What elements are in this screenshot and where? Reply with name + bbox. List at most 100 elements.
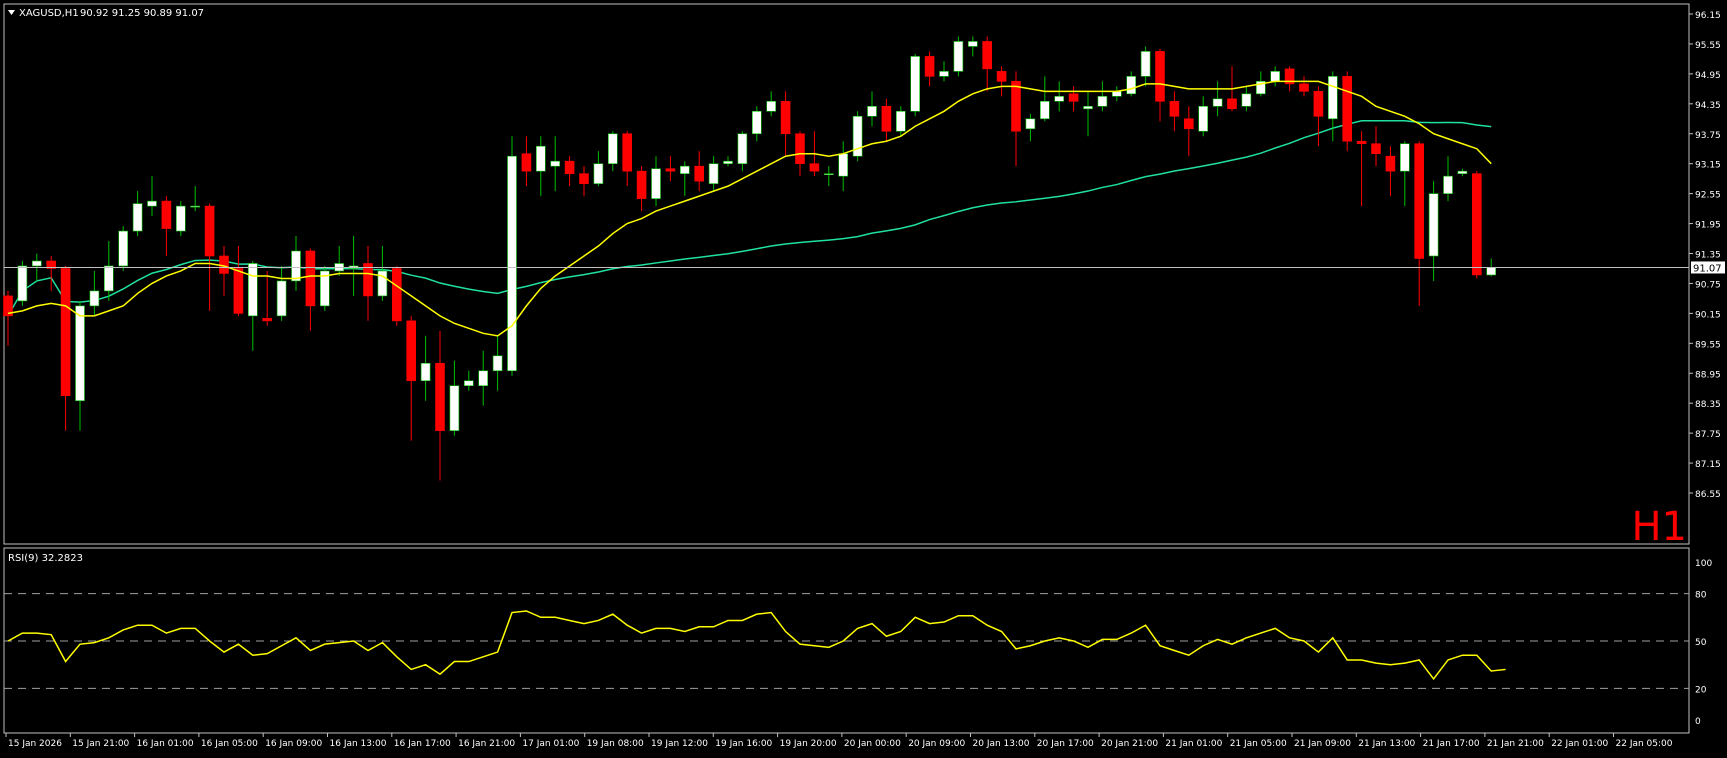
candle[interactable] xyxy=(579,166,589,197)
candle[interactable] xyxy=(161,196,172,256)
candle[interactable] xyxy=(305,248,316,331)
candle[interactable] xyxy=(319,265,330,311)
candle[interactable] xyxy=(564,156,575,187)
candle[interactable] xyxy=(651,156,661,207)
candle[interactable] xyxy=(1428,181,1439,281)
candle[interactable] xyxy=(1472,171,1482,279)
candle[interactable] xyxy=(881,98,892,142)
price-tick-label: 92.55 xyxy=(1695,191,1721,201)
candle[interactable] xyxy=(607,131,618,172)
candle[interactable] xyxy=(204,203,215,311)
candle-body-bull xyxy=(248,263,258,317)
candle[interactable] xyxy=(694,151,705,192)
candle[interactable] xyxy=(679,161,690,197)
candle[interactable] xyxy=(751,106,762,142)
candle[interactable] xyxy=(1040,76,1050,122)
candle[interactable] xyxy=(1385,146,1396,197)
candle[interactable] xyxy=(867,91,877,127)
candle[interactable] xyxy=(1371,126,1381,167)
candle[interactable] xyxy=(190,186,200,212)
candle[interactable] xyxy=(723,156,733,167)
candle[interactable] xyxy=(593,151,604,187)
candle[interactable] xyxy=(622,131,633,187)
candle[interactable] xyxy=(363,246,373,321)
candle[interactable] xyxy=(953,36,964,77)
candle[interactable] xyxy=(1313,86,1324,147)
candle[interactable] xyxy=(132,191,143,237)
candle-body-bear xyxy=(636,170,647,199)
candle[interactable] xyxy=(535,136,546,197)
candle[interactable] xyxy=(924,51,935,87)
candle[interactable] xyxy=(1169,91,1180,132)
candle[interactable] xyxy=(636,166,647,212)
candle[interactable] xyxy=(478,350,489,406)
candle[interactable] xyxy=(1155,48,1165,122)
candle[interactable] xyxy=(377,246,388,301)
candle[interactable] xyxy=(1457,168,1468,177)
candle[interactable] xyxy=(291,236,301,291)
candle-body-bull xyxy=(89,290,100,307)
candle[interactable] xyxy=(118,226,128,271)
candle[interactable] xyxy=(507,136,517,376)
candle[interactable] xyxy=(3,290,13,346)
time-tick-label: 19 Jan 20:00 xyxy=(780,739,837,749)
candle[interactable] xyxy=(1068,86,1079,112)
triangle-down-icon[interactable] xyxy=(8,10,15,15)
candle[interactable] xyxy=(435,330,445,481)
candle[interactable] xyxy=(996,66,1007,97)
candle[interactable] xyxy=(939,61,949,82)
candle[interactable] xyxy=(391,265,402,326)
candle[interactable] xyxy=(708,156,719,192)
candle[interactable] xyxy=(46,255,57,291)
candle[interactable] xyxy=(665,156,676,182)
candle[interactable] xyxy=(1011,71,1021,167)
candle[interactable] xyxy=(1126,71,1136,97)
candle-body-bear xyxy=(1356,140,1367,145)
candle[interactable] xyxy=(147,176,157,217)
candle[interactable] xyxy=(1097,81,1108,112)
candle[interactable] xyxy=(1198,96,1208,137)
candle[interactable] xyxy=(852,111,863,162)
candle[interactable] xyxy=(550,136,561,192)
candle[interactable] xyxy=(967,36,978,57)
candle[interactable] xyxy=(449,360,460,436)
candle[interactable] xyxy=(17,260,28,306)
candle[interactable] xyxy=(766,91,777,117)
candle[interactable] xyxy=(737,131,748,172)
candle[interactable] xyxy=(910,53,921,117)
candle[interactable] xyxy=(1328,71,1338,142)
candle[interactable] xyxy=(89,270,100,316)
candle[interactable] xyxy=(982,36,993,92)
candle[interactable] xyxy=(463,370,474,391)
candle[interactable] xyxy=(492,335,503,391)
candle[interactable] xyxy=(1184,106,1194,157)
candle[interactable] xyxy=(262,270,273,326)
candle[interactable] xyxy=(1443,156,1453,202)
candle[interactable] xyxy=(406,315,417,441)
candle[interactable] xyxy=(60,265,71,431)
candle[interactable] xyxy=(104,241,114,301)
candle[interactable] xyxy=(420,335,431,401)
candle[interactable] xyxy=(1414,141,1424,306)
candle[interactable] xyxy=(823,166,834,187)
candle[interactable] xyxy=(233,246,244,316)
candle[interactable] xyxy=(176,201,186,237)
candle[interactable] xyxy=(1400,141,1410,207)
candle[interactable] xyxy=(1299,76,1309,97)
candle[interactable] xyxy=(1083,91,1093,137)
candle[interactable] xyxy=(1212,81,1223,117)
candle[interactable] xyxy=(1140,46,1151,87)
candle[interactable] xyxy=(521,136,532,187)
candle[interactable] xyxy=(1342,71,1352,152)
candle[interactable] xyxy=(780,91,791,157)
candle[interactable] xyxy=(1284,66,1295,92)
candle[interactable] xyxy=(1054,81,1064,112)
candle[interactable] xyxy=(1025,113,1036,142)
candle[interactable] xyxy=(75,300,85,431)
candle[interactable] xyxy=(1356,131,1367,207)
candle[interactable] xyxy=(1241,86,1252,112)
candle[interactable] xyxy=(276,265,287,321)
candle[interactable] xyxy=(895,106,906,137)
